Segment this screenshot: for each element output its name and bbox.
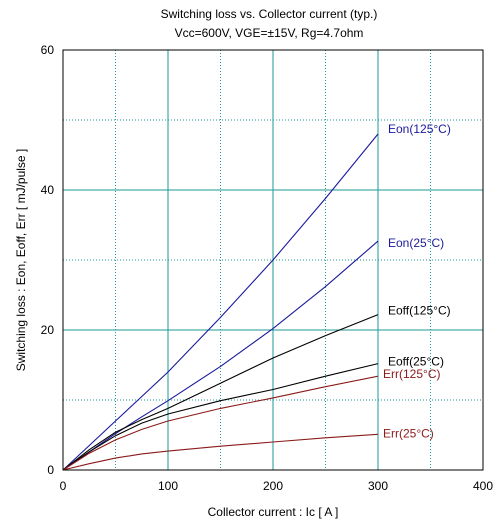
series-lines bbox=[62, 133, 379, 471]
x-axis-label: Collector current : Ic [ A ] bbox=[208, 505, 339, 519]
series-label: Eoff(125°C) bbox=[388, 304, 451, 318]
x-tick-label: 300 bbox=[368, 479, 388, 493]
plot-frame bbox=[62, 49, 484, 471]
y-tick-label: 0 bbox=[47, 463, 54, 477]
tick-labels: 0 100 200 300 400 0 20 40 60 bbox=[41, 43, 494, 493]
series-line bbox=[62, 314, 379, 471]
y-axis-label: Switching loss : Eon, Eoff, Err [ mJ/pul… bbox=[14, 149, 28, 372]
chart-subtitle: Vcc=600V, VGE=±15V, Rg=4.7ohm bbox=[175, 26, 364, 40]
series-label: Eoff(25°C) bbox=[388, 355, 444, 369]
series-line bbox=[62, 433, 379, 471]
series-line bbox=[62, 133, 379, 471]
series-line bbox=[62, 363, 379, 471]
series-label: Eon(125°C) bbox=[388, 122, 451, 136]
y-tick-label: 40 bbox=[41, 183, 55, 197]
x-tick-label: 0 bbox=[60, 479, 67, 493]
series-label: Err(25°C) bbox=[383, 426, 434, 440]
grid-lines bbox=[63, 50, 483, 470]
x-tick-label: 100 bbox=[158, 479, 178, 493]
chart-title: Switching loss vs. Collector current (ty… bbox=[161, 7, 378, 21]
series-line bbox=[62, 240, 379, 471]
y-tick-label: 60 bbox=[41, 43, 55, 57]
y-tick-label: 20 bbox=[41, 323, 55, 337]
series-label: Err(125°C) bbox=[383, 367, 440, 381]
x-tick-label: 400 bbox=[473, 479, 493, 493]
series-labels: Eon(125°C) Eon(25°C) Eoff(125°C) Eoff(25°C)… bbox=[383, 122, 451, 440]
series-label: Eon(25°C) bbox=[388, 236, 444, 250]
x-tick-label: 200 bbox=[263, 479, 283, 493]
series-line bbox=[62, 375, 379, 471]
